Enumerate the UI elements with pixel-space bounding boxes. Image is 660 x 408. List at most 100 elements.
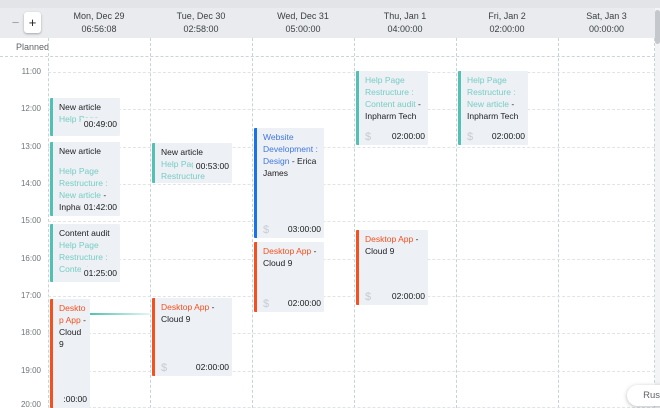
event-card-tue-desktop-app[interactable]: Desktop App - Cloud 9 $ 02:00:00 <box>152 298 232 376</box>
event-customer: - Inpharm Tech <box>467 99 519 121</box>
zoom-out-button[interactable]: − <box>7 12 24 33</box>
event-title: New article <box>161 147 204 157</box>
event-customer: - Cloud 9 <box>161 302 215 324</box>
day-name: Mon, Dec 29 <box>73 11 125 21</box>
event-card-mon-desktop-app[interactable]: Desktop App - Cloud 9 :00:00 <box>50 299 90 408</box>
day-name: Thu, Jan 1 <box>383 11 427 21</box>
event-duration: 02:00:00 <box>192 361 229 373</box>
planned-row-label: Planned <box>16 42 50 52</box>
day-header-sat: Sat, Jan 3 00:00:00 <box>558 10 655 36</box>
event-duration: 02:00:00 <box>284 297 321 309</box>
hour-label: 12:00 <box>20 104 41 113</box>
day-total: 00:00:00 <box>588 24 625 34</box>
day-name: Sat, Jan 3 <box>586 11 627 21</box>
drag-indicator <box>90 313 150 315</box>
column-gridline <box>48 38 49 408</box>
day-header-wed: Wed, Dec 31 05:00:00 <box>252 10 354 36</box>
window-top-strip <box>0 0 660 8</box>
column-gridline <box>150 38 151 408</box>
event-customer: - Cloud 9 <box>365 234 419 256</box>
calendar-header: − + Mon, Dec 29 06:56:08 Tue, Dec 30 02:… <box>0 8 660 39</box>
event-card-thu-desktop-app[interactable]: Desktop App - Cloud 9 $ 02:00:00 <box>356 230 428 305</box>
zoom-in-button[interactable]: + <box>24 12 41 33</box>
hour-gridline <box>48 147 655 148</box>
day-header-thu: Thu, Jan 1 04:00:00 <box>354 10 456 36</box>
hour-label: 15:00 <box>20 216 41 225</box>
event-task: Help Page Restructure : Content <box>59 240 108 274</box>
planned-row: Planned <box>0 38 660 57</box>
day-total: 04:00:00 <box>387 24 423 34</box>
event-duration: 02:00:00 <box>388 290 425 302</box>
hour-gridline <box>48 259 655 260</box>
event-task: Desktop App <box>161 302 210 312</box>
billing-icon: $ <box>263 224 270 236</box>
event-title: New article <box>59 146 102 156</box>
event-duration: 00:49:00 <box>80 118 117 130</box>
column-gridline <box>354 38 355 408</box>
hour-label: 11:00 <box>21 67 41 76</box>
hour-gridline <box>48 371 655 372</box>
hour-gridline <box>48 109 655 110</box>
event-card-mon-new-article-1[interactable]: New article Help Page 00:49:00 <box>50 98 120 136</box>
event-card-tue-new-article[interactable]: New article Help Page Restructure 00:53:… <box>152 143 232 183</box>
day-header-fri: Fri, Jan 2 02:00:00 <box>456 10 558 36</box>
event-customer: - Cloud 9 <box>59 315 86 349</box>
day-header-mon: Mon, Dec 29 06:56:08 <box>48 10 150 36</box>
event-task: Help Page <box>59 114 99 124</box>
event-task: Desktop App <box>365 234 414 244</box>
event-duration: :00:00 <box>60 393 87 405</box>
hour-label: 13:00 <box>20 142 41 151</box>
scrollbar-thumb[interactable] <box>655 10 660 44</box>
day-total: 02:00:00 <box>489 24 525 34</box>
day-name: Tue, Dec 30 <box>176 11 226 21</box>
column-gridline <box>654 38 655 408</box>
event-title: Content audit <box>59 228 110 238</box>
hour-gridline <box>48 221 655 222</box>
billing-icon: $ <box>365 291 372 303</box>
day-header-tue: Tue, Dec 30 02:58:00 <box>150 10 252 36</box>
rus-floating-button[interactable]: Rus <box>627 385 660 406</box>
event-task: Help Page Restructure <box>161 159 205 181</box>
day-name: Wed, Dec 31 <box>277 11 329 21</box>
event-duration: 03:00:00 <box>284 223 321 235</box>
event-duration: 01:25:00 <box>80 267 117 279</box>
hour-gridline <box>48 72 655 73</box>
hour-gridline <box>48 296 655 297</box>
hour-label: 14:00 <box>20 179 41 188</box>
billing-icon: $ <box>263 298 270 310</box>
event-customer: - Inpharm Tech <box>365 99 421 121</box>
event-duration: 00:53:00 <box>192 160 229 172</box>
day-name: Fri, Jan 2 <box>488 11 526 21</box>
hour-gridline <box>48 333 655 334</box>
event-card-thu-content-audit[interactable]: Help Page Restructure : Content audit - … <box>356 71 428 145</box>
event-task: Help Page Restructure : Content audit <box>365 75 416 109</box>
column-gridline <box>456 38 457 408</box>
event-task: Desktop App <box>59 303 86 325</box>
day-total: 02:58:00 <box>183 24 219 34</box>
event-task: Website Development : Design <box>263 132 318 166</box>
event-customer: - Cloud 9 <box>263 246 317 268</box>
billing-icon: $ <box>365 131 372 143</box>
event-duration: 02:00:00 <box>388 130 425 142</box>
event-card-wed-desktop-app[interactable]: Desktop App - Cloud 9 $ 02:00:00 <box>254 242 324 312</box>
day-total: 06:56:08 <box>81 24 117 34</box>
day-total: 05:00:00 <box>285 24 321 34</box>
hour-gridline <box>48 184 655 185</box>
event-duration: 02:00:00 <box>488 130 525 142</box>
event-card-mon-content-audit[interactable]: Content audit Help Page Restructure : Co… <box>50 224 120 282</box>
billing-icon: $ <box>161 362 168 374</box>
event-card-fri-new-article[interactable]: Help Page Restructure : New article - In… <box>458 71 528 145</box>
hour-label: 20:00 <box>20 400 41 408</box>
column-gridline <box>252 38 253 408</box>
hour-label: 19:00 <box>20 366 41 375</box>
hour-label: 17:00 <box>20 291 41 300</box>
event-task: Help Page Restructure : New article <box>467 75 516 109</box>
vertical-scrollbar[interactable] <box>655 8 660 408</box>
event-task: Help Page Restructure : New article <box>59 166 108 200</box>
event-card-wed-website-development[interactable]: Website Development : Design - Erica Jam… <box>254 128 324 238</box>
hour-label: 16:00 <box>20 254 41 263</box>
event-card-mon-new-article-2[interactable]: New article Help Page Restructure : New … <box>50 142 120 216</box>
billing-icon: $ <box>467 131 474 143</box>
hour-label: 18:00 <box>20 328 41 337</box>
